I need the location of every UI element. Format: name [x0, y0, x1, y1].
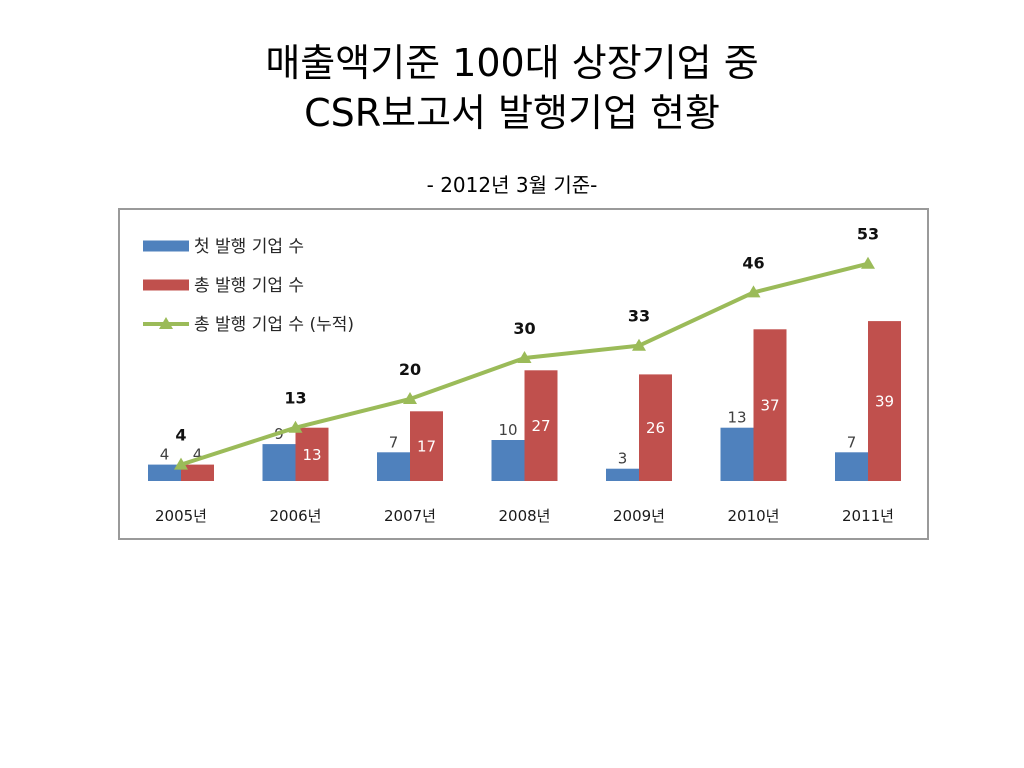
- x-tick-label-2: 2007년: [384, 507, 436, 525]
- legend-label-cumulative: 총 발행 기업 수 (누적): [194, 315, 354, 335]
- data-label-total-issue-4: 26: [646, 419, 665, 437]
- bar-total-issue-3: [524, 370, 558, 481]
- data-label-cumulative-3: 30: [513, 319, 535, 338]
- bar-total-issue-4: [639, 374, 672, 481]
- legend-swatch-first-issue: [143, 240, 189, 252]
- data-label-cumulative-5: 46: [742, 253, 764, 272]
- data-label-total-issue-5: 37: [760, 397, 779, 415]
- data-label-cumulative-4: 33: [628, 307, 650, 326]
- marker-cumulative-2: [403, 392, 417, 404]
- marker-cumulative-1: [288, 420, 303, 433]
- chart-legend: 첫 발행 기업 수총 발행 기업 수총 발행 기업 수 (누적): [143, 237, 354, 335]
- slide-title-line-2: CSR보고서 발행기업 현황: [304, 91, 720, 135]
- data-label-cumulative-1: 13: [284, 389, 306, 408]
- bar-total-issue-0: [181, 464, 214, 481]
- bar-first-issue-4: [606, 468, 639, 481]
- bar-total-issue-1: [295, 427, 329, 481]
- data-label-total-issue-6: 39: [875, 393, 894, 411]
- data-label-total-issue-0: 4: [193, 446, 203, 464]
- x-tick-label-0: 2005년: [155, 507, 207, 525]
- data-label-total-issue-3: 27: [531, 417, 550, 435]
- data-label-cumulative-6: 53: [857, 225, 879, 244]
- bar-total-issue-5: [753, 329, 787, 481]
- bar-first-issue-3: [491, 440, 525, 481]
- x-tick-label-1: 2006년: [270, 507, 322, 525]
- data-label-total-issue-1: 13: [302, 446, 321, 464]
- data-label-total-issue-2: 17: [417, 438, 436, 456]
- marker-cumulative-3: [517, 351, 532, 363]
- slide-subtitle: - 2012년 3월 기준-: [426, 173, 598, 197]
- data-label-first-issue-3: 10: [498, 421, 517, 439]
- bar-first-issue-5: [720, 427, 754, 481]
- data-label-first-issue-5: 13: [727, 409, 746, 427]
- data-label-cumulative-0: 4: [175, 426, 186, 445]
- x-tick-label-6: 2011년: [842, 507, 894, 525]
- legend-swatch-total-issue: [143, 279, 189, 291]
- x-tick-label-3: 2008년: [499, 507, 551, 525]
- combo-bar-line-chart: 첫 발행 기업 수총 발행 기업 수총 발행 기업 수 (누적) 49 71031…: [118, 208, 929, 540]
- data-label-first-issue-6: 7: [847, 433, 857, 451]
- marker-cumulative-4: [632, 338, 646, 351]
- data-label-cumulative-2: 20: [399, 360, 421, 379]
- bar-first-issue-6: [835, 452, 868, 481]
- legend-label-total-issue: 총 발행 기업 수: [194, 276, 304, 296]
- data-label-first-issue-4: 3: [618, 450, 628, 468]
- bar-total-issue-2: [410, 411, 443, 481]
- slide-title-line-1: 매출액기준 100대 상장기업 중: [265, 41, 759, 85]
- marker-cumulative-6: [861, 256, 875, 269]
- x-tick-label-5: 2010년: [728, 507, 780, 525]
- bar-first-issue-0: [148, 464, 181, 481]
- bar-first-issue-2: [377, 452, 410, 481]
- marker-cumulative-0: [174, 457, 188, 470]
- data-label-first-issue-0: 4: [160, 446, 170, 464]
- x-tick-label-4: 2009년: [613, 507, 665, 525]
- data-label-first-issue-2: 7: [389, 433, 399, 451]
- legend-label-first-issue: 첫 발행 기업 수: [194, 237, 304, 257]
- chart-frame: [118, 208, 929, 540]
- bar-first-issue-1: [262, 444, 296, 481]
- bar-total-issue-6: [868, 321, 901, 481]
- marker-cumulative-5: [746, 285, 761, 298]
- legend-marker-cumulative: [159, 317, 173, 329]
